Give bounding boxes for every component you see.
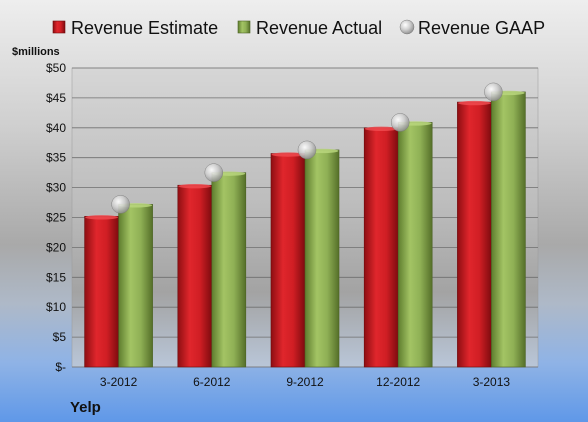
y-tick-label: $45 bbox=[46, 91, 66, 105]
bar-top-highlight bbox=[457, 100, 491, 106]
bar-revenue-actual bbox=[304, 149, 340, 368]
bar-revenue-estimate bbox=[270, 153, 306, 368]
bar-revenue-estimate bbox=[84, 216, 119, 368]
bar-revenue-actual bbox=[211, 172, 247, 368]
bar-top-highlight bbox=[85, 215, 119, 220]
marker-revenue-gaap bbox=[111, 195, 130, 214]
marker-revenue-gaap bbox=[390, 113, 410, 132]
legend-swatch bbox=[52, 20, 66, 34]
bar-top-highlight bbox=[271, 152, 305, 157]
y-tick-label: $25 bbox=[46, 211, 66, 225]
y-tick-label: $- bbox=[55, 360, 66, 374]
company-label: Yelp bbox=[70, 399, 101, 416]
x-tick-label: 3-2013 bbox=[473, 375, 511, 389]
legend-label: Revenue Actual bbox=[256, 18, 382, 38]
legend-label: Revenue GAAP bbox=[418, 18, 545, 38]
y-tick-label: $5 bbox=[53, 330, 67, 344]
bar-revenue-estimate bbox=[457, 101, 492, 368]
gaap-markers bbox=[111, 82, 503, 214]
bar-top-highlight bbox=[178, 184, 212, 189]
marker-revenue-gaap bbox=[297, 140, 317, 160]
bar-top-highlight bbox=[364, 126, 398, 131]
x-tick-label: 12-2012 bbox=[376, 375, 420, 389]
x-tick-label: 6-2012 bbox=[193, 375, 231, 389]
y-tick-label: $20 bbox=[46, 240, 66, 254]
bar-revenue-actual bbox=[118, 204, 153, 368]
y-unit-label: $millions bbox=[12, 46, 60, 58]
marker-revenue-gaap bbox=[204, 163, 224, 182]
y-tick-label: $50 bbox=[46, 61, 66, 75]
bar-revenue-estimate bbox=[177, 184, 213, 368]
bar-revenue-actual bbox=[491, 91, 526, 368]
y-tick-label: $40 bbox=[46, 121, 66, 135]
bar-revenue-estimate bbox=[363, 127, 399, 368]
legend-label: Revenue Estimate bbox=[71, 18, 218, 38]
legend-swatch bbox=[237, 20, 251, 34]
x-tick-labels: 3-2012 6-2012 9-2012 12-2012 3-2013 bbox=[100, 375, 510, 389]
y-tick-labels: $- $5 $10 $15 $20 $25 $30 $35 $40 $45 $50 bbox=[46, 61, 66, 374]
y-tick-label: $35 bbox=[46, 151, 66, 165]
y-tick-label: $10 bbox=[46, 300, 66, 314]
y-tick-label: $15 bbox=[46, 270, 66, 284]
bar-revenue-actual bbox=[397, 122, 433, 368]
legend: Revenue Estimate Revenue Actual Revenue GA… bbox=[52, 18, 545, 38]
legend-swatch bbox=[399, 19, 415, 35]
bars bbox=[84, 90, 526, 368]
y-tick-label: $30 bbox=[46, 181, 66, 195]
x-tick-label: 3-2012 bbox=[100, 375, 138, 389]
x-tick-label: 9-2012 bbox=[286, 375, 324, 389]
marker-revenue-gaap bbox=[484, 82, 503, 102]
